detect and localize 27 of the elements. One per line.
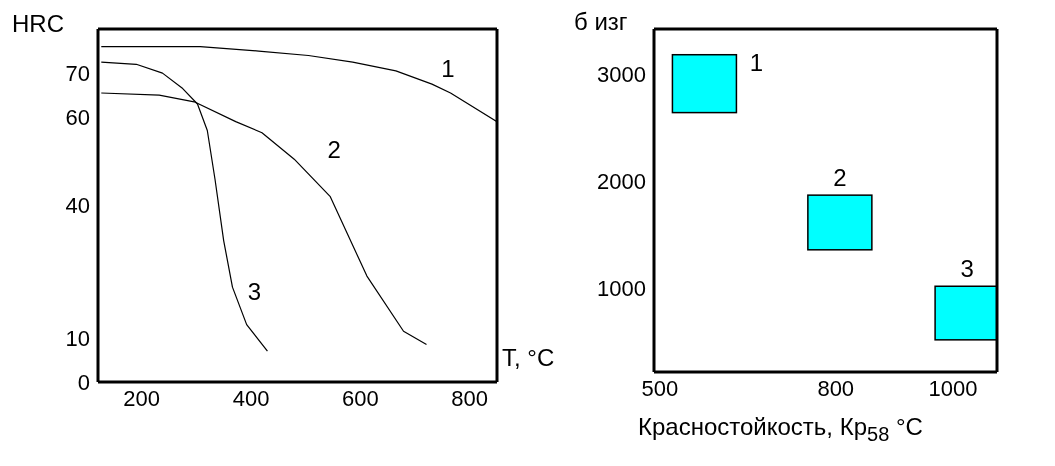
- x-axis-title: T, °C: [502, 344, 555, 372]
- y-tick-label: 3000: [597, 61, 646, 87]
- y-tick-label: 1000: [597, 276, 646, 302]
- y-axis-title: HRC: [12, 10, 64, 38]
- x-tick-label: 400: [232, 385, 270, 411]
- y-tick-label: 40: [65, 193, 90, 219]
- y-tick-label: 70: [65, 60, 90, 86]
- bar: [807, 194, 873, 251]
- series-label: 2: [833, 163, 847, 191]
- series-label: 1: [441, 54, 455, 82]
- y-tick-label: 2000: [597, 169, 646, 195]
- x-tick-label: 1000: [928, 375, 978, 401]
- x-tick-label: 500: [641, 375, 679, 401]
- x-tick-label: 800: [451, 385, 489, 411]
- x-tick-label: 800: [817, 375, 855, 401]
- x-tick-label: 600: [342, 385, 379, 411]
- series-label: 1: [749, 49, 764, 77]
- bar: [671, 53, 738, 114]
- y-tick-label: 10: [65, 325, 90, 351]
- y-axis-title: б изг: [574, 8, 628, 36]
- y-tick-label: 60: [65, 105, 90, 131]
- y-tick-label: 0: [77, 369, 90, 395]
- x-axis-title: Красностойкость, Кр$_{58}$ °C: [638, 413, 923, 446]
- series-label: 2: [327, 135, 341, 163]
- x-tick-label: 200: [123, 385, 161, 411]
- series-label: 3: [247, 277, 262, 305]
- series-label: 3: [960, 254, 974, 282]
